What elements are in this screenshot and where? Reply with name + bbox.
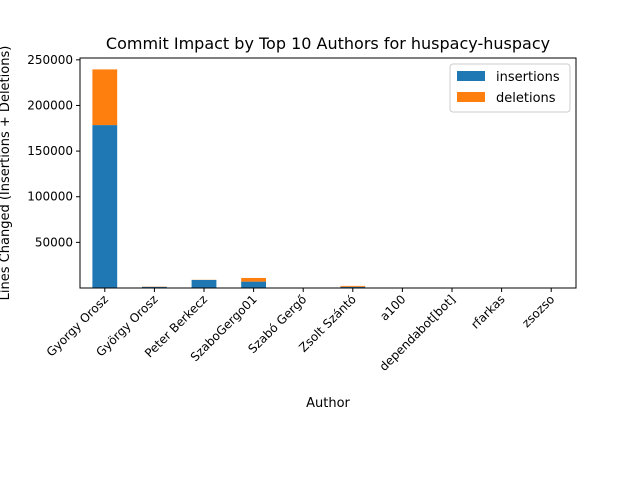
y-ticks-group: 50000 100000 150000 200000 250000: [27, 53, 80, 249]
legend-swatch-insertions: [457, 71, 485, 81]
x-tick-label: a100: [377, 292, 408, 323]
bars-group: [92, 69, 564, 288]
bar-deletions-szabogergo01: [241, 277, 266, 282]
y-tick-label: 250000: [27, 53, 73, 67]
legend: insertions deletions: [449, 63, 571, 113]
bar-insertions-szabogergo01: [241, 281, 266, 288]
bar-insertions-gyorgy-orosz: [92, 125, 118, 288]
y-tick-label: 200000: [27, 98, 73, 112]
legend-swatch-deletions: [457, 92, 485, 102]
x-tick-label: zsozso: [519, 292, 557, 330]
x-axis-label: Author: [306, 396, 350, 411]
legend-label-insertions: insertions: [496, 70, 560, 85]
chart-title: Commit Impact by Top 10 Authors for husp…: [106, 34, 550, 53]
y-tick-label: 100000: [27, 190, 73, 204]
bar-insertions-zsolt-sz-nt: [340, 286, 366, 288]
bar-insertions-peter-berkecz: [191, 279, 217, 288]
bar-deletions-gyorgy-orosz: [92, 69, 118, 126]
plot-frame: [79, 57, 577, 289]
bar-deletions-zsolt-sz-nt: [340, 285, 366, 287]
y-tick-label: 50000: [35, 235, 73, 249]
y-tick-label: 150000: [27, 144, 73, 158]
bar-insertions-gy-rgy-orosz: [142, 286, 167, 288]
legend-label-deletions: deletions: [496, 91, 556, 106]
y-axis-label: Lines Changed (Insertions + Deletions): [0, 46, 13, 301]
x-tick-label: rfarkas: [468, 292, 507, 331]
